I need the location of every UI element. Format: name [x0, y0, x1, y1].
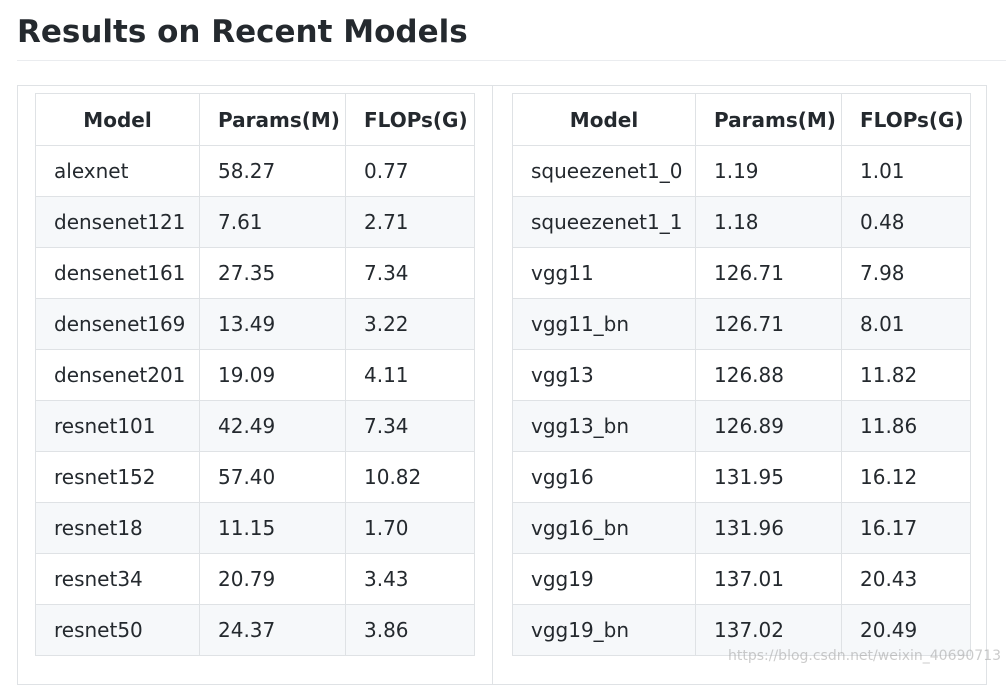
page-title: Results on Recent Models — [17, 14, 468, 50]
table-row: vgg13 126.88 11.82 — [512, 349, 971, 401]
table-row: densenet169 13.49 3.22 — [35, 298, 475, 350]
table-row: alexnet 58.27 0.77 — [35, 145, 475, 197]
cell-model: resnet50 — [35, 604, 200, 656]
cell-flops: 7.98 — [841, 247, 971, 299]
column-header-flops: FLOPs(G) — [345, 93, 475, 146]
table-header-row: Model Params(M) FLOPs(G) — [512, 93, 971, 146]
cell-flops: 11.86 — [841, 400, 971, 452]
cell-flops: 20.43 — [841, 553, 971, 605]
cell-params: 126.71 — [695, 247, 842, 299]
cell-params: 11.15 — [199, 502, 346, 554]
column-header-flops: FLOPs(G) — [841, 93, 971, 146]
table-row: vgg13_bn 126.89 11.86 — [512, 400, 971, 452]
cell-flops: 7.34 — [345, 247, 475, 299]
table-row: densenet121 7.61 2.71 — [35, 196, 475, 248]
cell-model: vgg11 — [512, 247, 696, 299]
cell-params: 58.27 — [199, 145, 346, 197]
cell-flops: 3.86 — [345, 604, 475, 656]
cell-model: vgg16 — [512, 451, 696, 503]
cell-model: vgg13_bn — [512, 400, 696, 452]
cell-model: vgg13 — [512, 349, 696, 401]
cell-model: alexnet — [35, 145, 200, 197]
table-header-row: Model Params(M) FLOPs(G) — [35, 93, 475, 146]
cell-flops: 16.17 — [841, 502, 971, 554]
table-row: vgg16_bn 131.96 16.17 — [512, 502, 971, 554]
table-row: resnet101 42.49 7.34 — [35, 400, 475, 452]
table-row: resnet152 57.40 10.82 — [35, 451, 475, 503]
cell-flops: 10.82 — [345, 451, 475, 503]
cell-params: 20.79 — [199, 553, 346, 605]
cell-model: resnet34 — [35, 553, 200, 605]
cell-params: 131.95 — [695, 451, 842, 503]
cell-flops: 0.77 — [345, 145, 475, 197]
cell-params: 1.18 — [695, 196, 842, 248]
cell-params: 7.61 — [199, 196, 346, 248]
cell-params: 57.40 — [199, 451, 346, 503]
cell-model: densenet161 — [35, 247, 200, 299]
title-divider — [17, 60, 1006, 61]
cell-model: vgg19 — [512, 553, 696, 605]
watermark: https://blog.csdn.net/weixin_40690713 — [728, 648, 1002, 664]
cell-model: resnet18 — [35, 502, 200, 554]
cell-params: 19.09 — [199, 349, 346, 401]
cell-flops: 20.49 — [841, 604, 971, 656]
cell-model: resnet152 — [35, 451, 200, 503]
table-row: vgg16 131.95 16.12 — [512, 451, 971, 503]
table-row: resnet34 20.79 3.43 — [35, 553, 475, 605]
table-row: vgg11 126.71 7.98 — [512, 247, 971, 299]
cell-flops: 0.48 — [841, 196, 971, 248]
cell-params: 27.35 — [199, 247, 346, 299]
results-table-right: Model Params(M) FLOPs(G) squeezenet1_0 1… — [512, 93, 971, 656]
cell-model: vgg11_bn — [512, 298, 696, 350]
table-row: vgg11_bn 126.71 8.01 — [512, 298, 971, 350]
column-divider — [492, 85, 493, 685]
cell-flops: 3.43 — [345, 553, 475, 605]
table-row: densenet201 19.09 4.11 — [35, 349, 475, 401]
table-row: densenet161 27.35 7.34 — [35, 247, 475, 299]
cell-params: 137.01 — [695, 553, 842, 605]
table-row: vgg19 137.01 20.43 — [512, 553, 971, 605]
cell-model: vgg16_bn — [512, 502, 696, 554]
cell-params: 126.88 — [695, 349, 842, 401]
cell-flops: 1.01 — [841, 145, 971, 197]
table-row: squeezenet1_0 1.19 1.01 — [512, 145, 971, 197]
cell-model: densenet201 — [35, 349, 200, 401]
column-header-model: Model — [512, 93, 696, 146]
cell-flops: 2.71 — [345, 196, 475, 248]
cell-params: 137.02 — [695, 604, 842, 656]
cell-flops: 7.34 — [345, 400, 475, 452]
cell-flops: 8.01 — [841, 298, 971, 350]
cell-model: squeezenet1_1 — [512, 196, 696, 248]
column-header-model: Model — [35, 93, 200, 146]
cell-flops: 3.22 — [345, 298, 475, 350]
cell-params: 1.19 — [695, 145, 842, 197]
cell-params: 126.89 — [695, 400, 842, 452]
cell-model: densenet169 — [35, 298, 200, 350]
table-row: resnet18 11.15 1.70 — [35, 502, 475, 554]
cell-model: squeezenet1_0 — [512, 145, 696, 197]
cell-params: 42.49 — [199, 400, 346, 452]
cell-model: resnet101 — [35, 400, 200, 452]
cell-params: 126.71 — [695, 298, 842, 350]
table-row: vgg19_bn 137.02 20.49 — [512, 604, 971, 656]
column-header-params: Params(M) — [695, 93, 842, 146]
column-header-params: Params(M) — [199, 93, 346, 146]
table-row: resnet50 24.37 3.86 — [35, 604, 475, 656]
table-row: squeezenet1_1 1.18 0.48 — [512, 196, 971, 248]
cell-model: vgg19_bn — [512, 604, 696, 656]
cell-params: 13.49 — [199, 298, 346, 350]
cell-flops: 1.70 — [345, 502, 475, 554]
cell-model: densenet121 — [35, 196, 200, 248]
cell-params: 24.37 — [199, 604, 346, 656]
cell-params: 131.96 — [695, 502, 842, 554]
cell-flops: 16.12 — [841, 451, 971, 503]
cell-flops: 4.11 — [345, 349, 475, 401]
cell-flops: 11.82 — [841, 349, 971, 401]
results-table-left: Model Params(M) FLOPs(G) alexnet 58.27 0… — [35, 93, 475, 656]
